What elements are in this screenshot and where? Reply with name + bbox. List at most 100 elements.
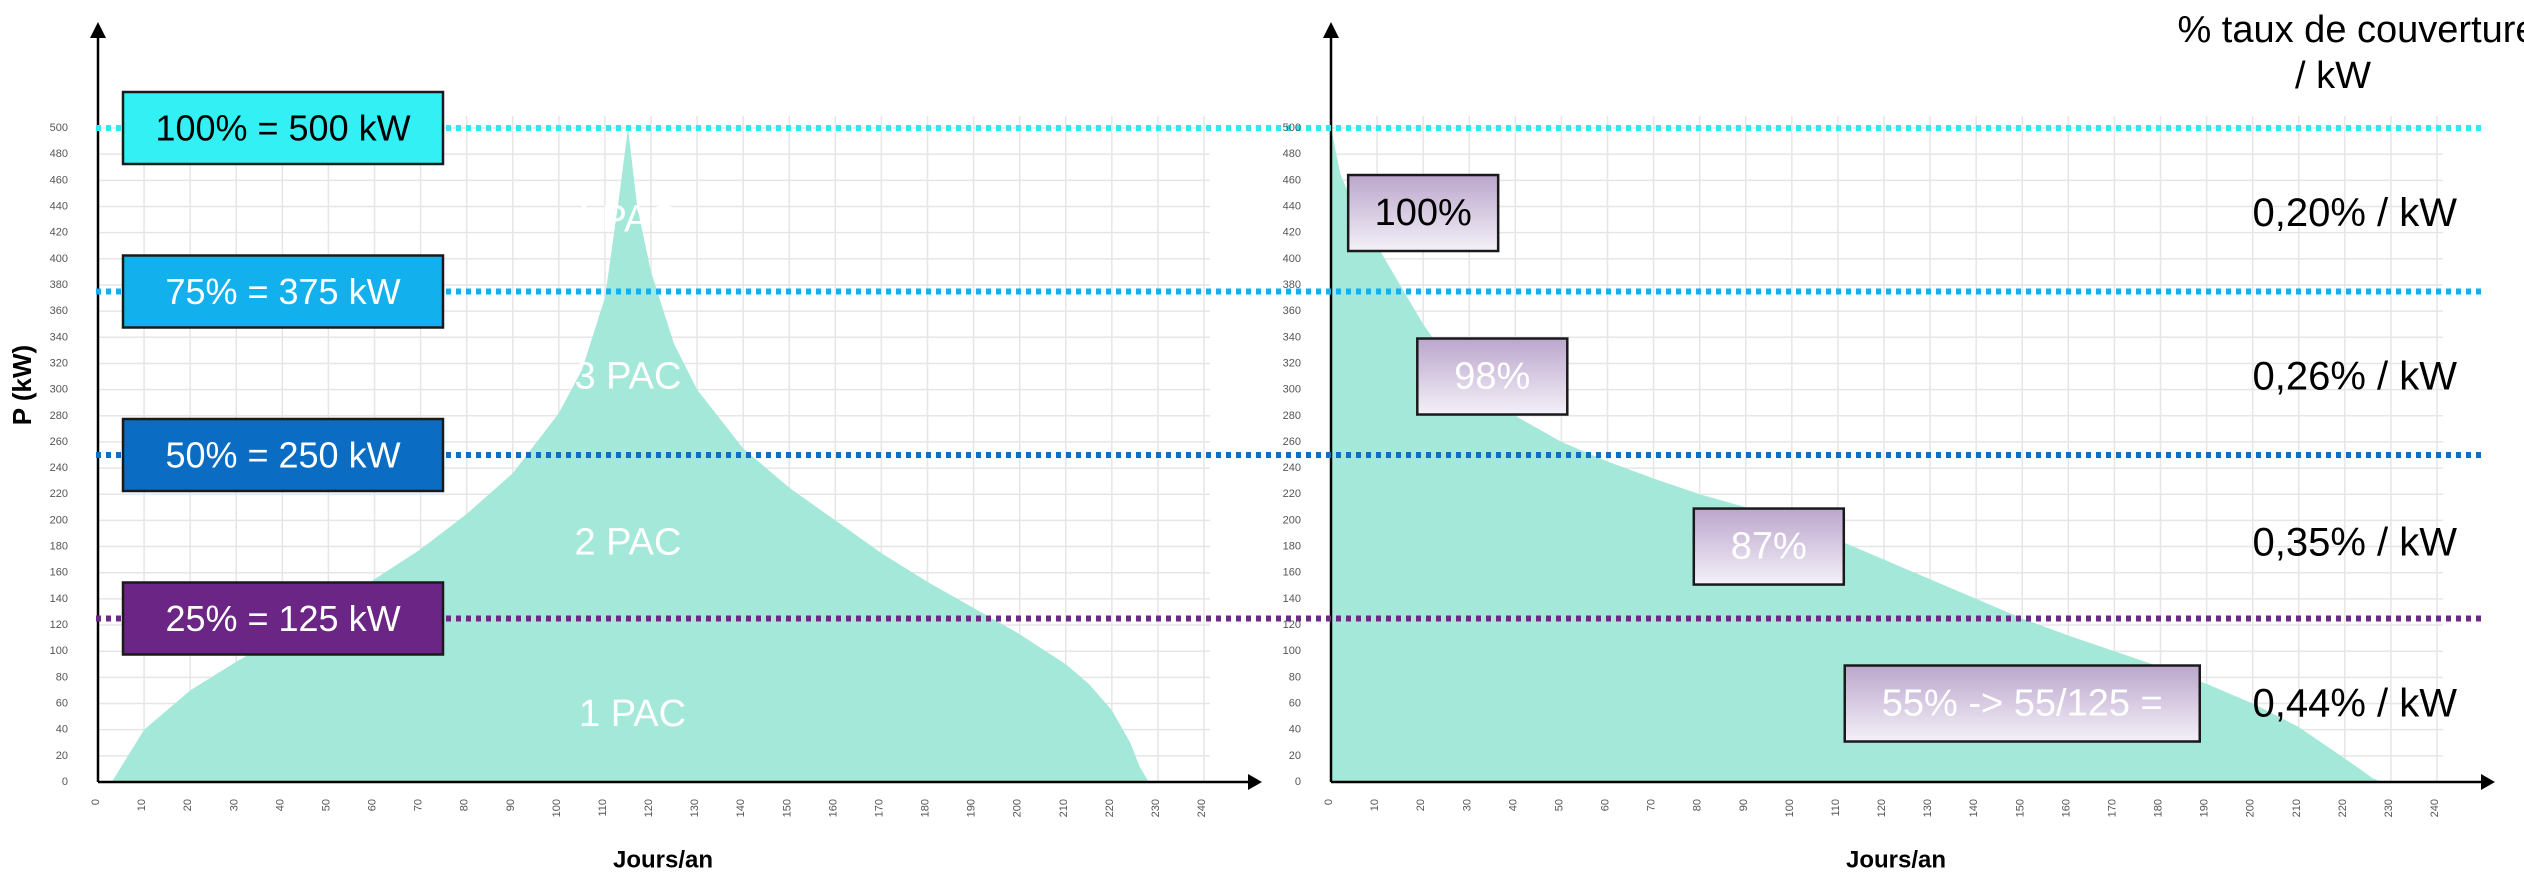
- y-tick-label: 240: [50, 462, 68, 474]
- level-box-label: 100% = 500 kW: [155, 108, 410, 149]
- x-tick-label: 240: [1196, 799, 1208, 817]
- x-tick-label: 10: [136, 799, 148, 811]
- x-tick-label: 120: [1876, 799, 1888, 817]
- y-tick-label: 200: [50, 514, 68, 526]
- y-tick-label: 40: [1289, 724, 1301, 736]
- y-tick-label: 220: [50, 488, 68, 500]
- y-tick-label: 0: [62, 776, 68, 788]
- rate-label: 0,26% / kW: [2252, 355, 2457, 399]
- y-tick-label: 440: [1283, 200, 1301, 212]
- y-axis-arrow: [90, 22, 106, 38]
- y-tick-label: 500: [1283, 122, 1301, 134]
- y-tick-label: 140: [1283, 593, 1301, 605]
- x-tick-label: 70: [1646, 799, 1658, 811]
- y-tick-label: 320: [1283, 357, 1301, 369]
- x-tick-label: 70: [413, 799, 425, 811]
- pac-annotation: 4 PAC: [570, 199, 677, 241]
- x-tick-label: 30: [228, 799, 240, 811]
- coverage-box: [1843, 664, 2201, 743]
- rate-label: 0,20% / kW: [2252, 191, 2457, 235]
- y-tick-label: 20: [56, 750, 68, 762]
- x-tick-label: 0: [1323, 799, 1335, 805]
- y-tick-label: 240: [1283, 462, 1301, 474]
- x-tick-label: 50: [320, 799, 332, 811]
- x-tick-label: 80: [459, 799, 471, 811]
- x-tick-label: 10: [1369, 799, 1381, 811]
- y-axis-arrow: [1323, 22, 1339, 38]
- x-tick-label: 140: [735, 799, 747, 817]
- y-tick-label: 120: [1283, 619, 1301, 631]
- level-box-label: 50% = 250 kW: [165, 435, 400, 476]
- x-tick-label: 150: [2014, 799, 2026, 817]
- y-tick-label: 340: [1283, 331, 1301, 343]
- x-tick-label: 20: [1415, 799, 1427, 811]
- y-tick-label: 260: [1283, 436, 1301, 448]
- pac-annotation: 3 PAC: [574, 356, 681, 398]
- x-tick-label: 150: [781, 799, 793, 817]
- x-tick-label: 100: [551, 799, 563, 817]
- y-tick-label: 100: [50, 645, 68, 657]
- y-tick-label: 360: [50, 305, 68, 317]
- x-tick-label: 40: [274, 799, 286, 811]
- x-tick-label: 230: [1150, 799, 1162, 817]
- x-tick-label: 90: [1738, 799, 1750, 811]
- x-tick-label: 50: [1553, 799, 1565, 811]
- x-tick-label: 210: [1058, 799, 1070, 817]
- rate-label: 0,35% / kW: [2252, 521, 2457, 565]
- x-tick-label: 200: [1012, 799, 1024, 817]
- level-box-375: [121, 254, 445, 329]
- x-axis-label: Jours/an: [613, 847, 713, 874]
- x-tick-label: 170: [2106, 799, 2118, 817]
- y-tick-label: 60: [1289, 698, 1301, 710]
- y-tick-label: 140: [50, 593, 68, 605]
- level-box-label: 75% = 375 kW: [165, 271, 400, 312]
- y-tick-label: 160: [1283, 567, 1301, 579]
- y-tick-label: 380: [50, 279, 68, 291]
- y-tick-label: 400: [1283, 253, 1301, 265]
- x-tick-label: 190: [966, 799, 978, 817]
- x-tick-label: 210: [2291, 799, 2303, 817]
- y-tick-label: 460: [1283, 174, 1301, 186]
- x-tick-label: 180: [920, 799, 932, 817]
- y-tick-label: 300: [50, 384, 68, 396]
- rate-header-line-2: / kW: [2295, 55, 2371, 97]
- y-tick-label: 320: [50, 357, 68, 369]
- level-box-label: 25% = 125 kW: [165, 598, 400, 639]
- x-tick-label: 30: [1461, 799, 1473, 811]
- x-tick-label: 60: [1600, 799, 1612, 811]
- x-tick-label: 110: [597, 799, 609, 817]
- x-tick-label: 170: [873, 799, 885, 817]
- x-tick-label: 200: [2245, 799, 2257, 817]
- x-tick-label: 240: [2429, 799, 2441, 817]
- y-tick-label: 380: [1283, 279, 1301, 291]
- y-tick-label: 420: [1283, 227, 1301, 239]
- y-tick-label: 200: [1283, 514, 1301, 526]
- y-tick-label: 80: [1289, 671, 1301, 683]
- y-axis-label: P (kW): [7, 345, 37, 425]
- y-tick-label: 340: [50, 331, 68, 343]
- x-tick-label: 90: [505, 799, 517, 811]
- x-tick-label: 20: [182, 799, 194, 811]
- x-tick-label: 140: [1968, 799, 1980, 817]
- y-tick-label: 480: [1283, 148, 1301, 160]
- level-box-500: [121, 90, 445, 166]
- y-tick-label: 160: [50, 567, 68, 579]
- y-tick-label: 420: [50, 227, 68, 239]
- x-tick-label: 230: [2383, 799, 2395, 817]
- y-tick-label: 480: [50, 148, 68, 160]
- y-tick-label: 180: [1283, 541, 1301, 553]
- coverage-label: 98%: [1454, 356, 1530, 398]
- y-tick-label: 120: [50, 619, 68, 631]
- area-series-2: [1331, 128, 2382, 782]
- x-tick-label: 110: [1830, 799, 1842, 817]
- y-tick-label: 220: [1283, 488, 1301, 500]
- y-tick-label: 260: [50, 436, 68, 448]
- level-box-250: [121, 417, 445, 493]
- y-tick-label: 0: [1295, 776, 1301, 788]
- x-tick-label: 100: [1784, 799, 1796, 817]
- y-tick-label: 20: [1289, 750, 1301, 762]
- y-tick-label: 460: [50, 174, 68, 186]
- pac-annotation: 2 PAC: [574, 522, 681, 564]
- x-tick-label: 120: [643, 799, 655, 817]
